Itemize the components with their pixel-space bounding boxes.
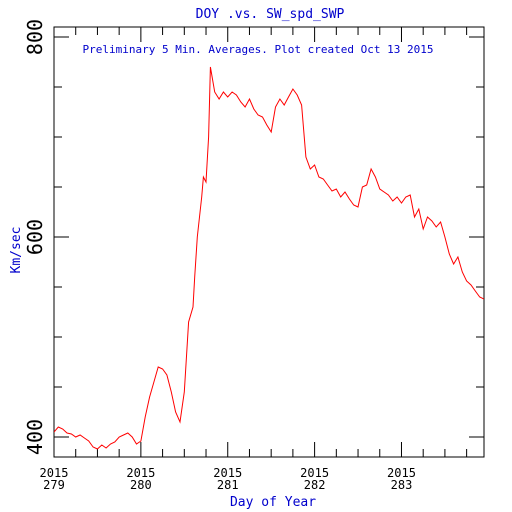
plot-frame: [53, 26, 485, 458]
y-tick-label: 400: [23, 419, 47, 455]
x-tick-label-day: 279: [43, 478, 65, 492]
series-line: [54, 66, 484, 450]
x-tick-label-year: 2015: [387, 466, 416, 480]
x-tick-label-day: 282: [304, 478, 326, 492]
x-tick-label-day: 280: [130, 478, 152, 492]
chart-annotation: Preliminary 5 Min. Averages. Plot create…: [83, 43, 434, 56]
x-tick-label-year: 2015: [213, 466, 242, 480]
chart-title: DOY .vs. SW_spd_SWP: [196, 7, 345, 22]
x-tick-label-year: 2015: [126, 466, 155, 480]
x-tick-label-year: 2015: [300, 466, 329, 480]
y-tick-label: 600: [23, 219, 47, 255]
series-layer: [54, 66, 484, 450]
x-tick-label-day: 281: [217, 478, 239, 492]
axis-ticks: 4006008002015279201528020152812015282201…: [23, 19, 484, 492]
y-axis-label: Km/sec: [9, 227, 24, 274]
y-tick-label: 800: [23, 19, 47, 55]
x-tick-label-day: 283: [391, 478, 413, 492]
x-tick-label-year: 2015: [40, 466, 69, 480]
x-axis-label: Day of Year: [230, 495, 316, 510]
